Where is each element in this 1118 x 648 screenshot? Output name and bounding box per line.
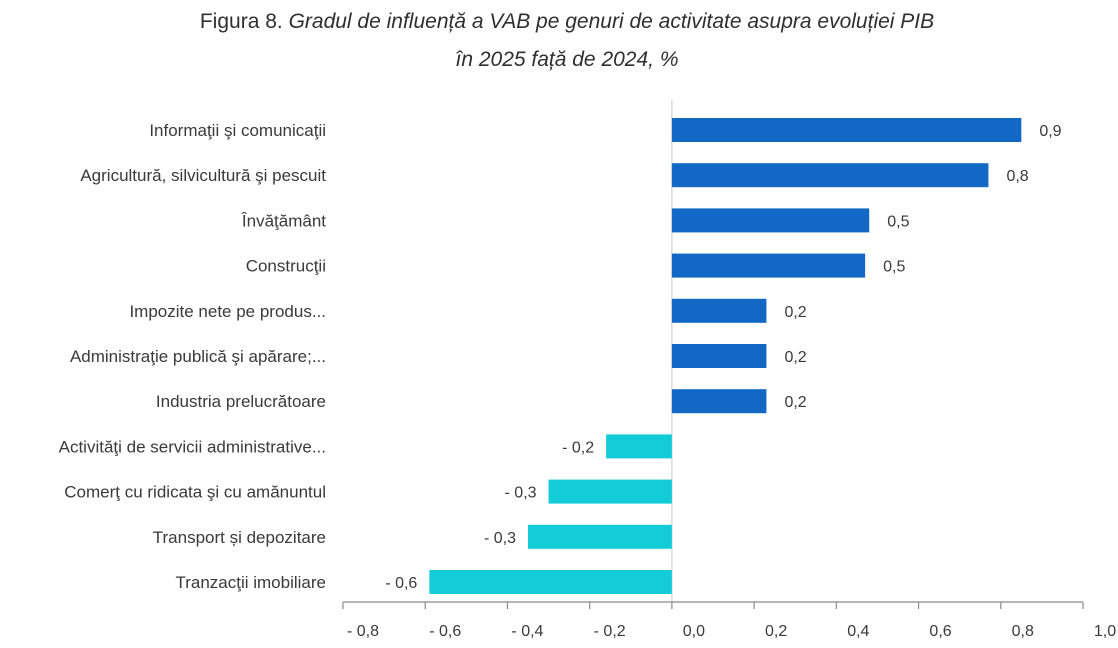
data-label: - 0,2: [562, 439, 594, 456]
bar: [671, 389, 767, 414]
x-tick-label: - 0,4: [511, 623, 543, 640]
data-label: - 0,3: [484, 530, 516, 547]
category-label: Industria prelucrătoare: [156, 392, 326, 411]
category-label: Agricultură, silvicultură şi pescuit: [80, 166, 326, 185]
chart-title-prefix: Figura 8.: [199, 10, 283, 33]
bar: [671, 208, 870, 233]
data-label: - 0,6: [385, 575, 417, 592]
category-label: Impozite nete pe produs...: [129, 302, 326, 321]
x-tick-label: - 0,2: [594, 623, 626, 640]
category-label: Informaţii şi comunicaţii: [149, 121, 326, 140]
x-tick-label: - 0,8: [347, 623, 379, 640]
category-label: Învăţământ: [241, 211, 326, 230]
data-label: 0,8: [1006, 168, 1028, 185]
bar: [671, 344, 767, 368]
x-tick-label: 0,4: [847, 623, 869, 640]
data-label: - 0,3: [505, 485, 537, 502]
x-tick-label: 0,8: [1012, 623, 1034, 640]
bar: [671, 163, 989, 188]
data-label: 0,2: [784, 349, 806, 366]
x-tick-label: 0,2: [765, 623, 787, 640]
category-label: Transport și depozitare: [153, 528, 326, 547]
bar: [429, 570, 672, 594]
bar: [548, 479, 672, 504]
data-label: 0,5: [887, 213, 909, 230]
chart-title-line-1: Figura 8. Gradul de influență a VAB pe g…: [8, 10, 1118, 34]
category-label: Comerţ cu ridicata şi cu amănuntul: [64, 483, 326, 502]
data-label: 0,2: [784, 304, 806, 321]
bar: [671, 253, 866, 278]
category-label: Activităţi de servicii administrative...: [59, 437, 326, 456]
category-label: Administraţie publică şi apărare;...: [70, 347, 326, 366]
x-tick-label: 1,0: [1094, 623, 1116, 640]
category-label: Construcţii: [246, 257, 326, 276]
bar: [528, 524, 672, 549]
chart-title-main: Gradul de influență a VAB pe genuri de a…: [288, 10, 935, 33]
chart-title-line-2: în 2025 față de 2024, %: [8, 48, 1118, 72]
x-tick-label: 0,6: [929, 623, 951, 640]
chart-title-subline: în 2025 față de 2024, %: [455, 48, 679, 71]
data-label: 0,2: [784, 394, 806, 411]
category-label: Tranzacţii imobiliare: [175, 573, 326, 592]
data-label: 0,5: [883, 259, 905, 276]
data-label: 0,9: [1039, 123, 1061, 140]
bar: [671, 298, 767, 323]
bar: [671, 118, 1022, 142]
bar: [606, 434, 672, 459]
x-tick-label: 0,0: [683, 623, 705, 640]
x-tick-label: - 0,6: [429, 623, 461, 640]
